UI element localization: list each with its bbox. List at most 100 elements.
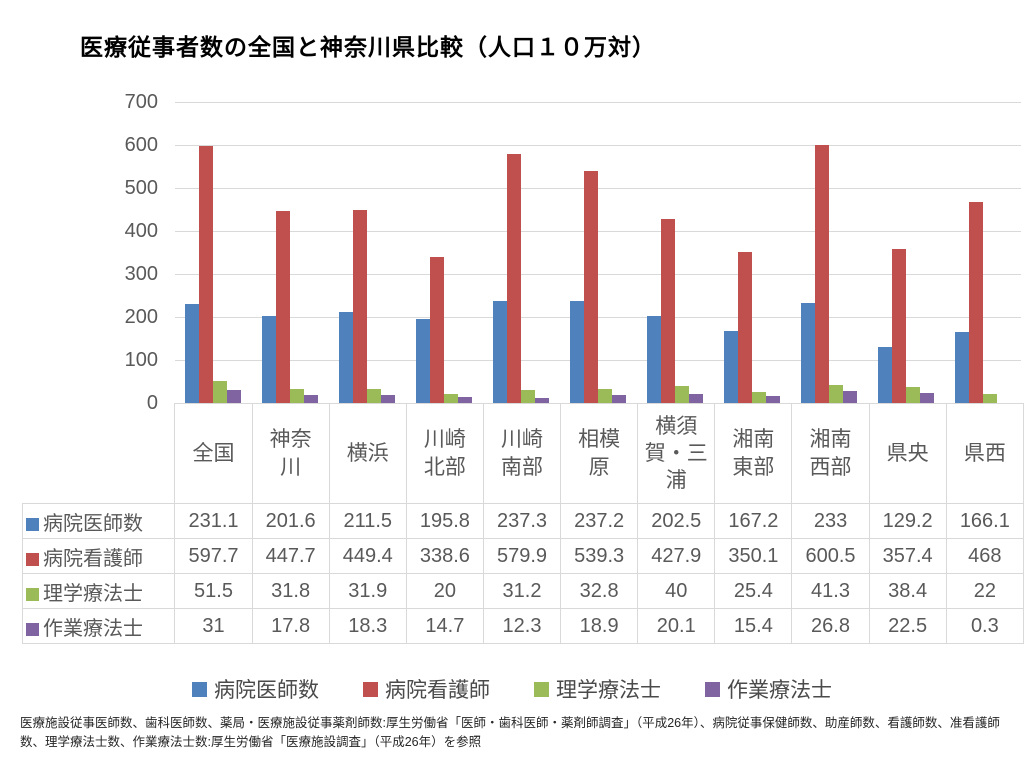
series-label: 病院医師数	[21, 503, 176, 539]
table-value-cell: 427.9	[637, 538, 716, 574]
bar	[842, 391, 857, 403]
gridline	[175, 145, 1021, 146]
table-value-cell: 32.8	[560, 573, 639, 609]
bar	[213, 380, 228, 403]
y-axis-tick-label: 200	[124, 306, 158, 328]
table-value-cell: 26.8	[791, 608, 870, 644]
category-header: 県西	[945, 403, 1024, 504]
series-swatch-icon	[26, 517, 39, 531]
legend-item: 作業療法士	[705, 674, 832, 704]
legend-label: 病院看護師	[385, 679, 490, 702]
chart-title: 医療従事者数の全国と神奈川県比較（人口１０万対）	[80, 34, 656, 60]
bar	[598, 388, 612, 403]
bar	[493, 300, 508, 403]
table-value-cell: 18.3	[328, 608, 407, 644]
table-value-cell: 129.2	[868, 503, 947, 539]
table-value-cell: 231.1	[174, 503, 253, 539]
gridline	[175, 188, 1021, 189]
table-value-cell: 22	[945, 573, 1024, 609]
bar	[262, 316, 277, 403]
legend-swatch-icon	[705, 681, 720, 697]
table-value-cell: 211.5	[328, 503, 407, 539]
legend-label: 作業療法士	[727, 679, 832, 702]
bar	[185, 303, 200, 403]
legend-label: 理学療法士	[556, 679, 661, 702]
table-value-cell: 202.5	[637, 503, 716, 539]
table-row: 病院医師数 231.1 201.6 211.5 195.8 237.3 237.2 202.5…	[21, 503, 1024, 539]
bar	[199, 146, 214, 403]
y-axis-tick-label: 600	[124, 134, 158, 156]
table-value-cell: 357.4	[868, 538, 947, 574]
bar	[674, 385, 689, 403]
bar	[416, 318, 431, 403]
bar	[444, 394, 459, 403]
table-value-cell: 51.5	[174, 573, 253, 609]
bar	[828, 385, 843, 403]
legend-item: 病院医師数	[192, 674, 319, 704]
table-value-cell: 237.3	[482, 503, 562, 539]
bar	[611, 394, 626, 403]
table-value-cell: 31.2	[482, 573, 562, 609]
table-value-cell: 25.4	[714, 573, 793, 609]
y-axis-tick-label: 300	[124, 263, 158, 285]
category-header: 県央	[868, 403, 947, 504]
bar	[535, 397, 550, 403]
legend-swatch-icon	[534, 681, 549, 697]
bar	[891, 249, 906, 403]
legend-swatch-icon	[192, 681, 207, 697]
bar	[765, 396, 780, 403]
table-value-cell: 22.5	[868, 608, 947, 644]
legend-item: 理学療法士	[534, 674, 661, 704]
table-value-cell: 31.8	[251, 573, 330, 609]
table-value-cell: 597.7	[174, 538, 253, 574]
bar	[276, 210, 291, 403]
table-row: 理学療法士 51.5 31.8 31.9 20 31.2 32.8 40 25.4 41.3 38.…	[21, 573, 1024, 609]
series-label: 作業療法士	[21, 608, 176, 644]
category-header: 全国	[174, 403, 253, 504]
bar	[996, 402, 1011, 403]
category-header: 湘南 東部	[714, 403, 793, 504]
bar	[646, 315, 661, 403]
table-value-cell: 350.1	[714, 538, 793, 574]
gridline	[175, 317, 1021, 318]
bar	[353, 209, 368, 403]
table-value-cell: 40	[637, 573, 716, 609]
table-value-cell: 579.9	[482, 538, 562, 574]
legend-item: 病院看護師	[363, 674, 490, 704]
table-value-cell: 167.2	[714, 503, 793, 539]
bar	[751, 392, 766, 403]
table-corner-cell	[23, 404, 175, 504]
table-value-cell: 338.6	[405, 538, 484, 574]
plot-area	[175, 102, 1021, 404]
legend-swatch-icon	[363, 681, 378, 697]
bar	[800, 302, 815, 403]
bar	[367, 389, 382, 403]
category-header: 川崎 北部	[405, 403, 484, 504]
table-value-cell: 41.3	[791, 573, 870, 609]
chart-legend: 病院医師数 病院看護師 理学療法士 作業療法士	[0, 674, 1024, 704]
table-value-cell: 12.3	[482, 608, 562, 644]
category-header: 神奈 川	[251, 403, 330, 504]
y-axis-tick-label: 700	[124, 91, 158, 113]
table-value-cell: 195.8	[405, 503, 484, 539]
legend-label: 病院医師数	[214, 679, 319, 702]
bar	[660, 219, 675, 403]
footnote: 医療施設従事医師数、歯科医師数、薬局・医療施設従事薬剤師数:厚生労働省「医師・歯…	[20, 716, 1000, 749]
category-header: 横浜	[328, 403, 407, 504]
bar	[381, 395, 396, 403]
bar	[570, 301, 584, 403]
bar	[982, 393, 997, 403]
y-axis-tick-label: 0	[146, 392, 158, 414]
table-value-cell: 237.2	[560, 503, 639, 539]
table-value-cell: 201.6	[251, 503, 330, 539]
table-value-cell: 449.4	[328, 538, 407, 574]
y-axis-tick-label: 400	[124, 220, 158, 242]
series-swatch-icon	[26, 552, 39, 566]
table-value-cell: 166.1	[945, 503, 1024, 539]
gridline	[175, 102, 1021, 103]
y-axis-tick-label: 100	[124, 349, 158, 371]
bar	[814, 144, 829, 403]
bar	[905, 386, 920, 403]
bar	[877, 347, 892, 403]
